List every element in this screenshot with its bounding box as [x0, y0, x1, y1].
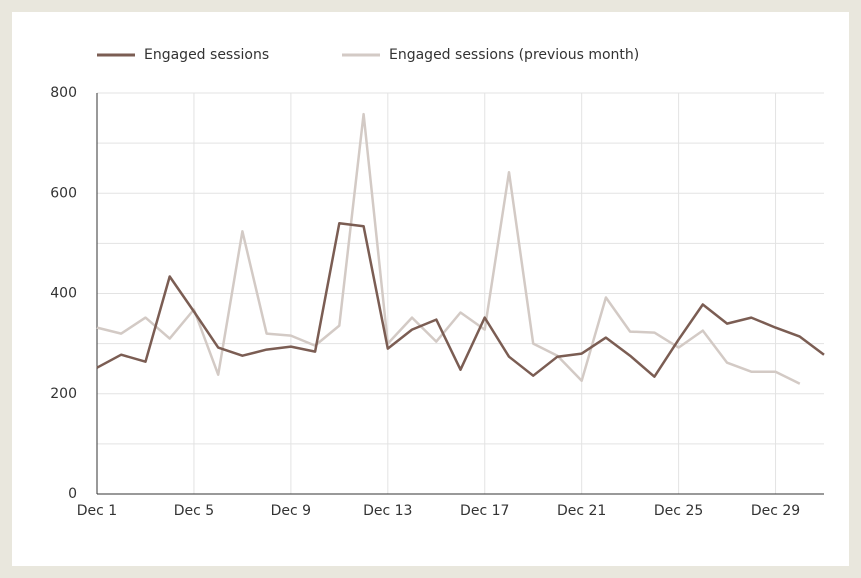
- y-tick-label: 400: [50, 286, 77, 302]
- y-tick-label: 200: [50, 386, 77, 402]
- series-line: [96, 222, 825, 378]
- x-tick-label: Dec 5: [174, 503, 214, 519]
- y-tick-label: 800: [50, 85, 77, 101]
- x-tick-label: Dec 29: [751, 503, 800, 519]
- legend-label: Engaged sessions: [144, 47, 269, 63]
- x-tick-label: Dec 13: [363, 503, 412, 519]
- x-tick-label: Dec 25: [654, 503, 703, 519]
- x-tick-label: Dec 1: [77, 503, 117, 519]
- panel: [12, 12, 849, 566]
- legend-label: Engaged sessions (previous month): [389, 47, 639, 63]
- x-tick-label: Dec 21: [557, 503, 606, 519]
- x-tick-label: Dec 9: [271, 503, 311, 519]
- series-line: [96, 112, 801, 385]
- y-tick-label: 600: [50, 185, 77, 201]
- y-tick-label: 0: [68, 486, 77, 502]
- x-tick-label: Dec 17: [460, 503, 509, 519]
